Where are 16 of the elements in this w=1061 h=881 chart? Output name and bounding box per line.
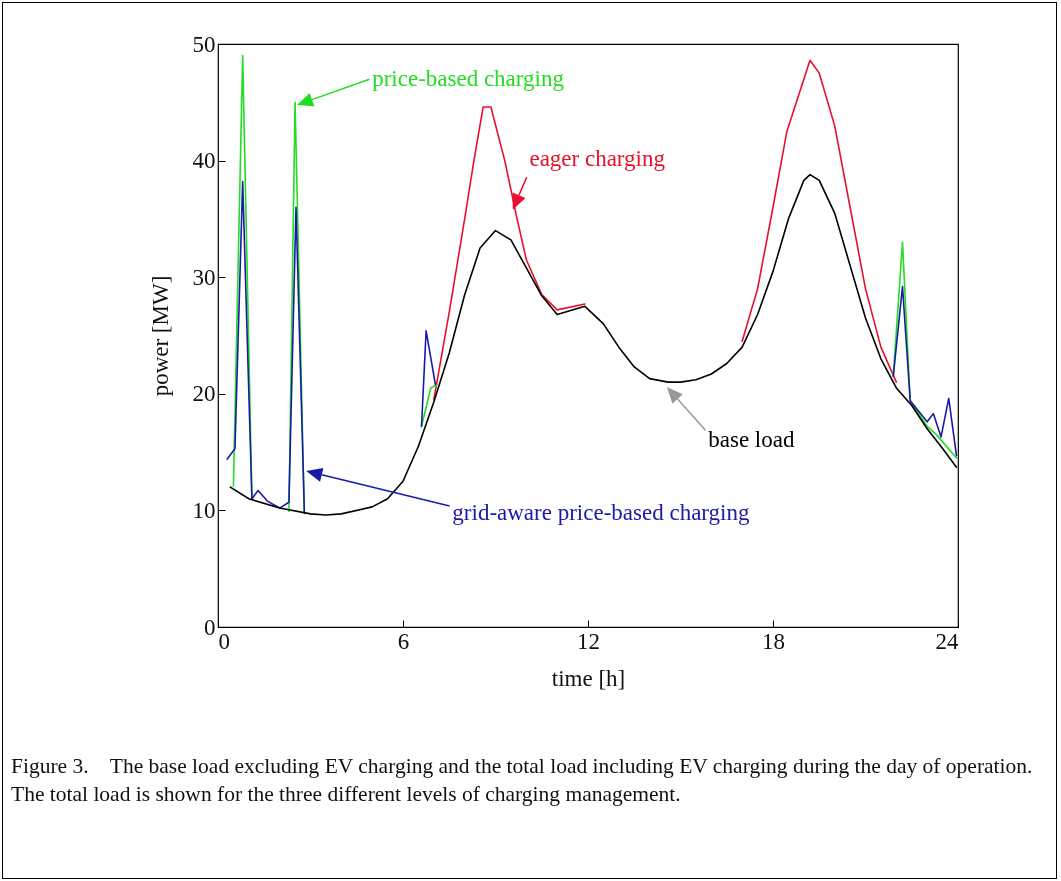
text: base load bbox=[708, 427, 795, 453]
legend-label: price-based charging bbox=[372, 65, 565, 91]
y-tick-label: 20 bbox=[192, 381, 216, 407]
caption: Figure 3. The base load excluding EV charging and the total load including EV charging during the day of operation. The total load is shown for the three different levels of charging management. bbox=[11, 753, 1034, 808]
series-label: eager charging bbox=[529, 146, 666, 172]
x-tick-label: 18 bbox=[762, 628, 785, 654]
x-tick-label: 24 bbox=[935, 628, 959, 654]
y-tick-label: 40 bbox=[192, 148, 216, 174]
x-tick-label: 6 bbox=[397, 628, 410, 654]
y-tick-label: 10 bbox=[192, 497, 216, 523]
y-tick-label: 50 bbox=[192, 31, 216, 57]
x-axis-title: time [h] bbox=[551, 665, 626, 691]
text: grid-aware price-based charging bbox=[452, 499, 750, 525]
x-tick-label: 12 bbox=[577, 628, 600, 654]
y-axis-title: power [MW] bbox=[147, 275, 173, 397]
y-tick-label: 30 bbox=[192, 264, 216, 290]
